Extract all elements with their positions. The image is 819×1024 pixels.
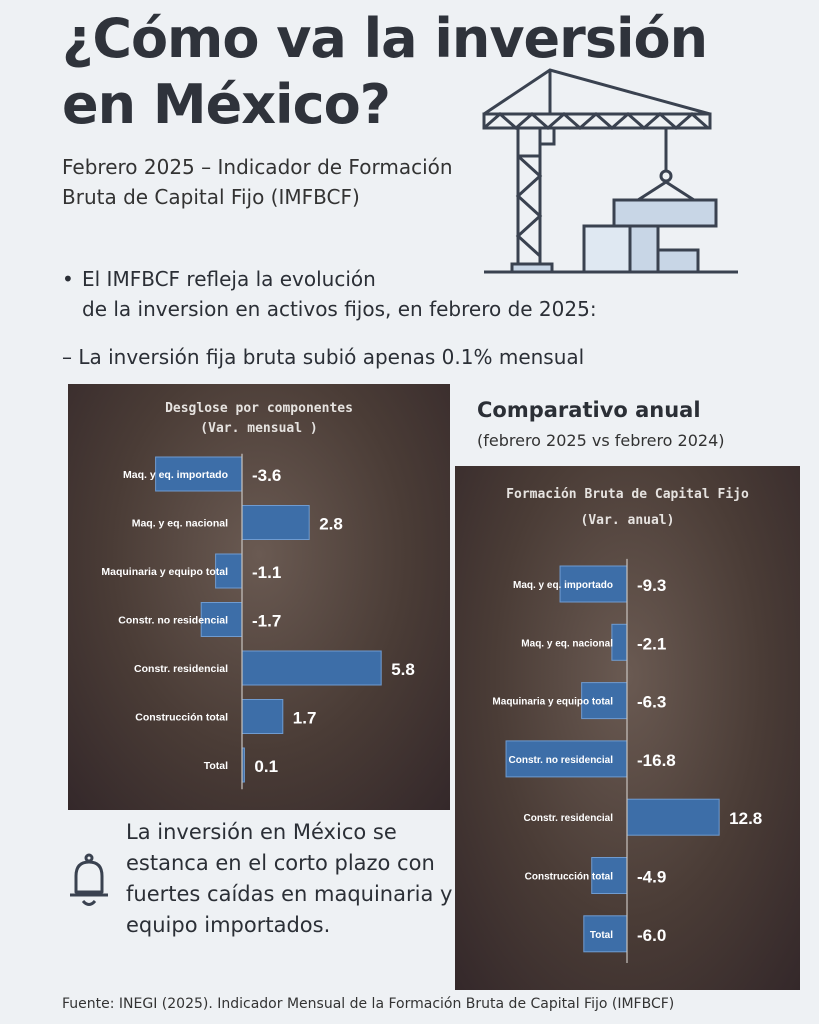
page-subtitle: Febrero 2025 – Indicador de Formación Br… (62, 155, 453, 209)
chart1-value-label-5: 1.7 (293, 709, 317, 728)
chart-monthly-panel: Desglose por componentes (Var. mensual )… (68, 384, 450, 810)
comparativo-title: Comparativo anual (477, 398, 701, 422)
page-title: ¿Cómo va la inversión en México? (62, 7, 708, 136)
chart1-value-label-2: -1.1 (252, 563, 281, 582)
chart2-bar-5 (591, 857, 628, 894)
chart-monthly: Maq. y eq. importado -3.6 Maq. y eq. nacio… (101, 453, 415, 790)
chart2-category-label-1: Maq. y eq. nacional (521, 638, 613, 649)
chart2-category-label-0: Maq. y eq. importado (513, 580, 613, 591)
chart1-bar-2 (215, 553, 243, 589)
chart1-category-label-0: Maq. y eq. importado (123, 469, 228, 481)
chart1-bar-5 (241, 699, 284, 734)
chart2-value-label-3: -16.8 (637, 751, 676, 770)
comparativo-subtitle: (febrero 2025 vs febrero 2024) (477, 431, 725, 450)
chart1-bar-0 (155, 456, 243, 492)
chart1-value-label-4: 5.8 (391, 660, 415, 679)
chart2-value-label-5: -4.9 (637, 868, 666, 887)
chart2-category-label-6: Total (590, 930, 613, 941)
chart-annual-title: Formación Bruta de Capital Fijo (506, 487, 749, 502)
chart1-bar-1 (241, 505, 310, 540)
chart1-category-label-1: Maq. y eq. nacional (132, 518, 228, 530)
chart1-bar-3 (200, 602, 243, 637)
chart-annual: Maq. y eq. importado -9.3 Maq. y eq. nacio… (492, 558, 762, 963)
chart2-category-label-2: Maquinaria y equipo total (492, 697, 613, 708)
chart1-value-label-1: 2.8 (319, 515, 343, 534)
chart2-category-label-5: Construcción total (525, 872, 614, 883)
chart1-category-label-3: Constr. no residencial (118, 615, 228, 627)
chart2-value-label-2: -6.3 (637, 693, 666, 712)
chart2-bar-1 (611, 623, 628, 661)
chart1-category-label-6: Total (204, 760, 228, 772)
chart1-category-label-5: Construcción total (135, 712, 228, 724)
chart1-value-label-6: 0.1 (254, 757, 278, 776)
chart1-category-label-2: Maquinaria y equipo total (101, 566, 228, 578)
chart2-value-label-0: -9.3 (637, 576, 666, 595)
chart1-value-label-3: -1.7 (252, 612, 281, 631)
dash-line: – La inversión fija bruta subió apenas 0… (62, 345, 585, 369)
chart2-value-label-4: 12.8 (729, 809, 762, 828)
chart1-value-label-0: -3.6 (252, 466, 281, 485)
bullet-mark: • (62, 267, 74, 291)
note-text: La inversión en México se estanca en el … (126, 820, 453, 937)
chart1-category-label-4: Constr. residencial (134, 663, 228, 675)
bullet-line-2: de la inversion en activos fijos, en feb… (82, 297, 597, 321)
chart-monthly-subtitle: (Var. mensual ) (200, 421, 318, 436)
chart2-bar-4 (626, 798, 720, 836)
chart2-category-label-4: Constr. residencial (524, 813, 614, 824)
crane-icon (482, 68, 738, 274)
chart-monthly-title: Desglose por componentes (165, 401, 353, 416)
source-text: Fuente: INEGI (2025). Indicador Mensual … (62, 996, 675, 1012)
bell-icon (70, 853, 108, 906)
chart2-value-label-6: -6.0 (637, 926, 666, 945)
chart-annual-panel: Formación Bruta de Capital Fijo (Var. an… (455, 466, 800, 990)
chart2-category-label-3: Constr. no residencial (509, 755, 614, 766)
bullet-text: • El IMFBCF refleja la evolución de la in… (62, 264, 722, 324)
chart1-bar-4 (241, 650, 382, 686)
chart2-bar-2 (581, 682, 628, 720)
chart2-bar-3 (505, 740, 628, 778)
chart-annual-subtitle: (Var. anual) (580, 513, 675, 528)
bullet-line-1: El IMFBCF refleja la evolución (82, 267, 376, 291)
chart2-value-label-1: -2.1 (637, 634, 666, 653)
